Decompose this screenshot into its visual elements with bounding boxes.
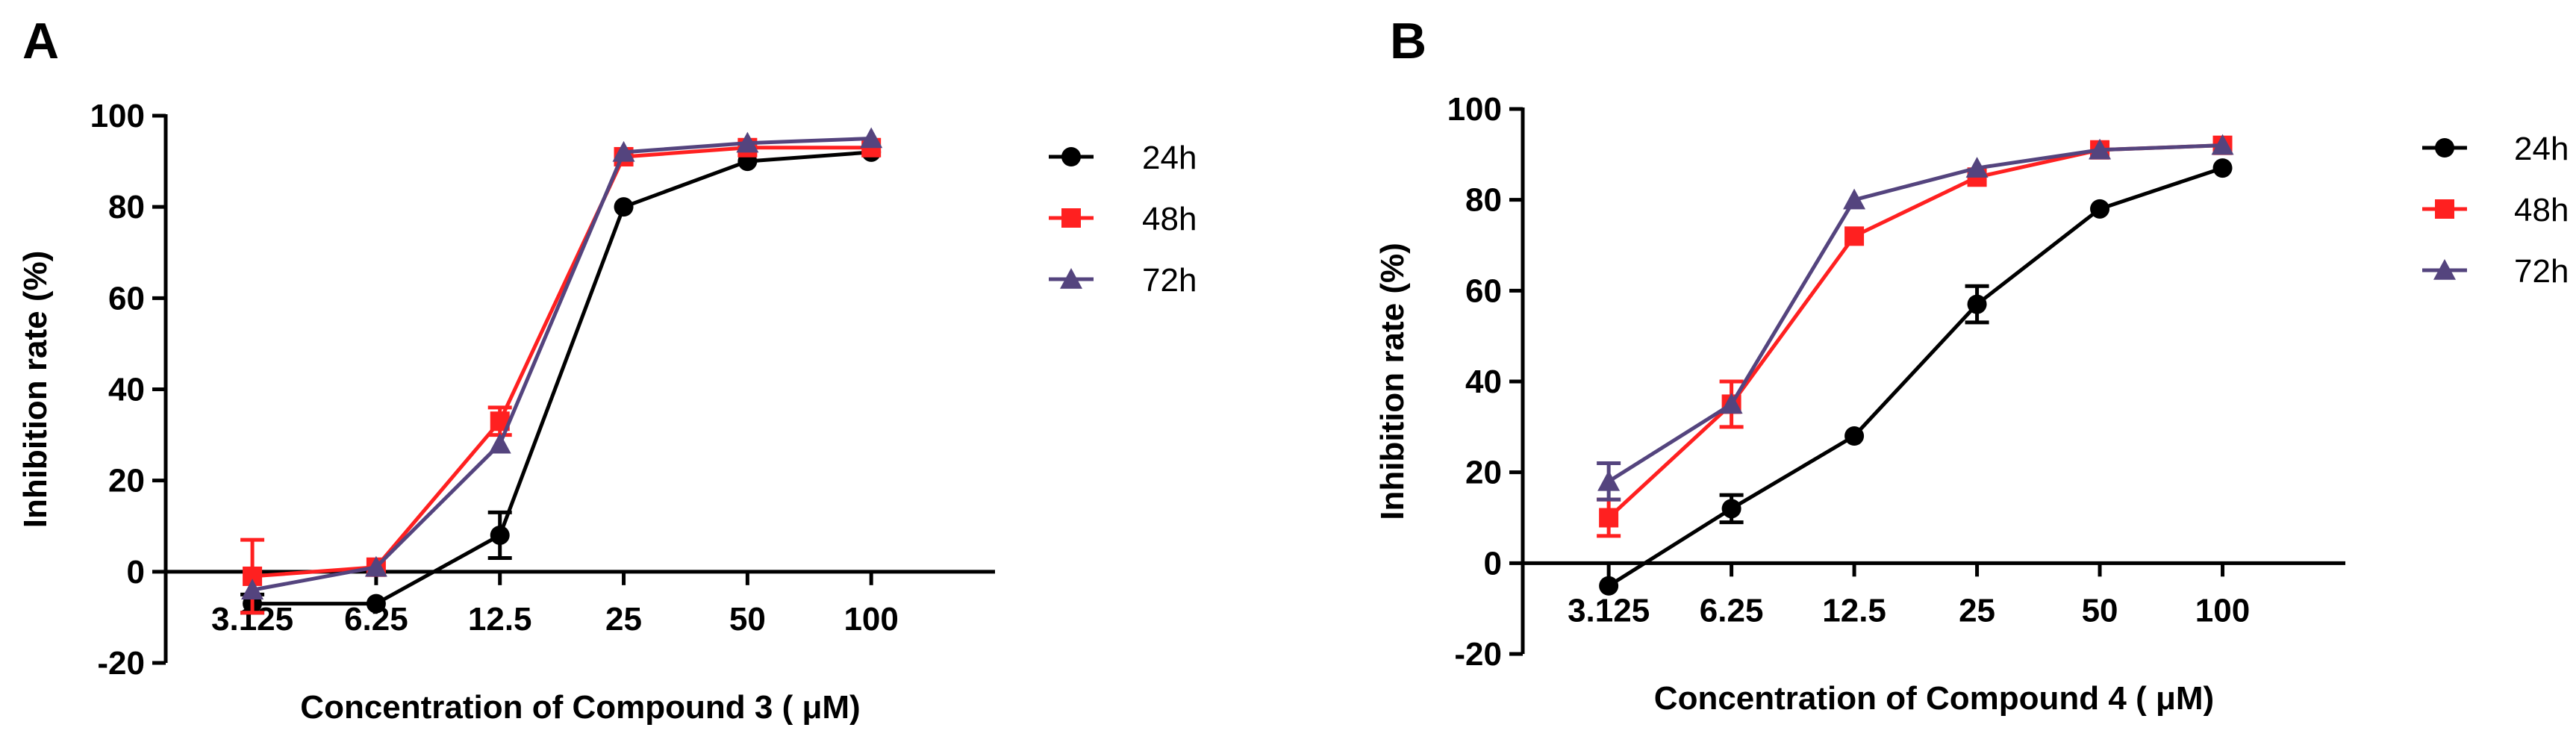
series-24h (240, 142, 882, 615)
legend-label: 48h (2514, 192, 2569, 228)
legend-item-24h (1049, 147, 1094, 166)
x-tick-label: 50 (729, 601, 766, 638)
legend-marker (2435, 138, 2454, 158)
x-axis-title: Concentration of Compound 4 ( μM) (1654, 680, 2214, 717)
data-point (1720, 393, 1743, 414)
data-point (2212, 158, 2233, 178)
series-72h (1597, 134, 2234, 502)
data-point (1965, 157, 1989, 178)
y-tick-label: 100 (1447, 91, 1502, 128)
series-line (252, 150, 872, 606)
legend-item-72h (1049, 268, 1094, 289)
data-point (1721, 499, 1741, 519)
series-72h (241, 127, 883, 600)
y-tick-label: 80 (1465, 182, 1502, 219)
x-tick-label: 3.125 (1568, 592, 1650, 629)
y-tick-label: 0 (127, 554, 145, 591)
legend-item-24h (2422, 138, 2467, 158)
x-tick-label: 6.25 (1700, 592, 1764, 629)
legend-label: 72h (2514, 253, 2569, 290)
y-tick-label: 20 (1465, 455, 1502, 491)
panel-letter: B (1390, 13, 1426, 69)
legend-item-48h (2422, 199, 2467, 219)
data-point (1599, 576, 1619, 596)
data-point (1844, 426, 1865, 446)
y-tick-label: -20 (97, 645, 145, 682)
x-tick-label: 100 (843, 601, 898, 638)
legend-item-48h (1049, 208, 1094, 228)
legend-marker (1061, 208, 1081, 228)
data-point (2089, 138, 2112, 160)
legend-label: 24h (2514, 131, 2569, 167)
y-tick-label: 40 (1465, 364, 1502, 400)
data-point (614, 197, 634, 217)
data-point (366, 593, 386, 614)
series-line (1607, 143, 2223, 520)
y-tick-label: 20 (108, 463, 145, 499)
data-point (2211, 134, 2234, 155)
x-tick-label: 25 (1959, 592, 1995, 629)
y-tick-label: 40 (108, 372, 145, 408)
series-24h (1599, 158, 2233, 596)
legend-marker (1060, 268, 1082, 289)
legend-label: 72h (1142, 262, 1197, 299)
data-point (2090, 199, 2110, 219)
x-axis-title: Concentration of Compound 3 ( μM) (300, 689, 860, 726)
data-point (1599, 508, 1619, 528)
y-tick-label: -20 (1454, 636, 1502, 673)
legend-label: 24h (1142, 140, 1197, 176)
data-point (490, 525, 510, 545)
data-point (1843, 188, 1866, 210)
y-axis-title: Inhibition rate (%) (1374, 243, 1411, 520)
x-tick-label: 12.5 (468, 601, 532, 638)
series-line (1607, 166, 2224, 588)
y-tick-label: 60 (108, 280, 145, 317)
y-tick-label: 60 (1465, 272, 1502, 309)
series-line (252, 146, 872, 579)
data-point (364, 555, 387, 577)
legend-item-72h (2422, 259, 2467, 280)
legend-label: 48h (1142, 201, 1197, 237)
legend-marker (2433, 259, 2456, 280)
y-tick-label: 80 (108, 189, 145, 225)
series-line (252, 137, 872, 592)
data-point (1967, 294, 1987, 314)
legend-marker (2435, 199, 2454, 219)
data-point (1844, 226, 1865, 246)
y-axis-title: Inhibition rate (%) (17, 251, 54, 529)
x-tick-label: 50 (2082, 592, 2118, 629)
data-point (241, 579, 264, 600)
legend-marker (1061, 147, 1081, 166)
panel-letter: A (22, 13, 59, 69)
x-tick-label: 25 (605, 601, 642, 638)
y-tick-label: 100 (90, 98, 145, 134)
data-point (1597, 470, 1621, 491)
x-tick-label: 100 (2195, 592, 2250, 629)
y-tick-label: 0 (1484, 545, 1502, 582)
series-line (1607, 143, 2223, 483)
x-tick-label: 12.5 (1822, 592, 1886, 629)
data-point (612, 140, 635, 162)
data-point (860, 127, 883, 149)
data-point (736, 131, 759, 153)
data-point (488, 432, 511, 454)
